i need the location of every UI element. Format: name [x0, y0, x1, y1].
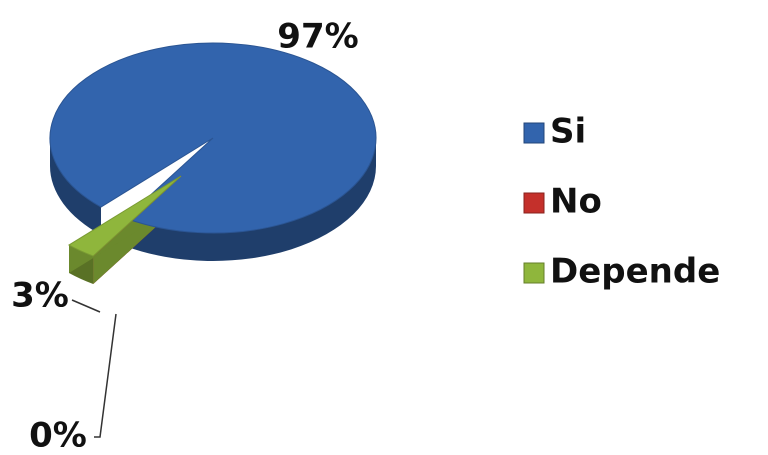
slice — [68, 175, 182, 257]
leader-line — [94, 313, 117, 438]
data-label: 0% — [29, 416, 87, 455]
data-label: 97% — [277, 17, 358, 57]
leader-line — [71, 299, 101, 313]
slice-side — [50, 138, 102, 236]
slice-side — [125, 138, 376, 261]
legend-label: Si — [550, 112, 586, 152]
legend-swatch — [523, 192, 545, 214]
data-label: 3% — [11, 276, 69, 316]
legend-swatch — [523, 122, 545, 144]
legend-swatch — [523, 262, 545, 284]
slice — [49, 42, 377, 234]
legend-label: Depende — [550, 252, 720, 292]
legend-label: No — [550, 182, 602, 222]
